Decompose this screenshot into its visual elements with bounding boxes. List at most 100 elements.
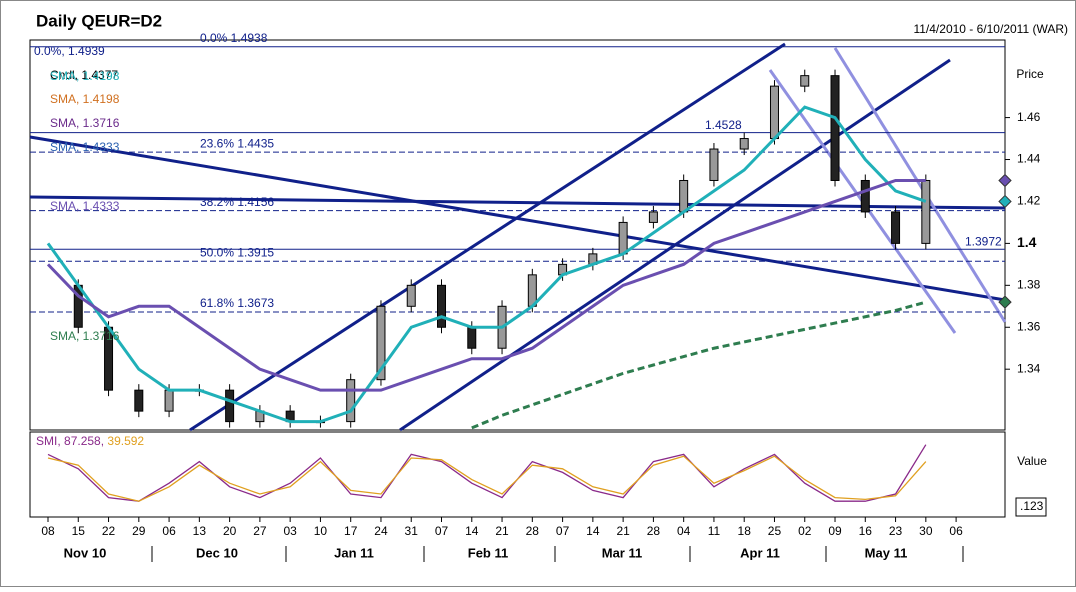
y-tick-label: 1.4 bbox=[1017, 234, 1037, 250]
month-label: Dec 10 bbox=[196, 545, 238, 560]
x-tick-label: 29 bbox=[132, 524, 146, 538]
candle bbox=[467, 326, 477, 349]
fib-label: 23.6% 1.4435 bbox=[200, 136, 274, 150]
candle bbox=[739, 138, 749, 150]
trend-line bbox=[399, 58, 951, 432]
x-tick-label: 13 bbox=[193, 524, 207, 538]
legend-entry: 0.0%, 1.4939 bbox=[34, 44, 105, 58]
x-tick-label: 08 bbox=[41, 524, 55, 538]
candle bbox=[134, 389, 144, 412]
candle bbox=[376, 305, 386, 381]
y-tick-label: 1.44 bbox=[1017, 152, 1041, 166]
fib-label: 0.0% 1.4938 bbox=[200, 31, 268, 45]
candle bbox=[225, 389, 235, 423]
x-tick-label: 20 bbox=[223, 524, 237, 538]
smi-panel bbox=[29, 431, 1006, 518]
x-tick-label: 14 bbox=[586, 524, 600, 538]
x-tick-label: 22 bbox=[102, 524, 116, 538]
x-tick-label: 21 bbox=[616, 524, 630, 538]
candle bbox=[406, 284, 416, 307]
trend-line bbox=[189, 42, 786, 432]
price-plot bbox=[30, 46, 1005, 430]
fib-label: 61.8% 1.3673 bbox=[200, 296, 274, 310]
y-tick-label: 1.34 bbox=[1017, 361, 1041, 375]
candle bbox=[891, 211, 901, 244]
smi-legend-part: SMI, bbox=[36, 434, 64, 448]
candle bbox=[921, 179, 931, 244]
x-tick-label: 28 bbox=[647, 524, 661, 538]
x-tick-label: 21 bbox=[495, 524, 509, 538]
candle bbox=[648, 211, 658, 223]
month-label: Mar 11 bbox=[602, 545, 642, 560]
legend-entry: SMA, 1.3716 bbox=[50, 329, 120, 343]
y-tick-label: 1.38 bbox=[1017, 277, 1041, 291]
series-line bbox=[46, 178, 926, 392]
trend-line bbox=[833, 47, 1007, 323]
smi-legend-part: 39.592 bbox=[107, 434, 144, 448]
candle bbox=[437, 284, 447, 328]
candle bbox=[800, 75, 810, 87]
x-tick-label: 03 bbox=[283, 524, 297, 538]
candle bbox=[830, 75, 840, 181]
legend-entry: Cndl, 1.4377 bbox=[50, 68, 118, 82]
smi-box bbox=[1015, 497, 1047, 517]
y-tick-label: 1.46 bbox=[1017, 110, 1041, 124]
smi-box-label: .123 bbox=[1020, 499, 1044, 513]
legend-entry: SMA, 1.3716 bbox=[50, 116, 120, 130]
y-tick-label: 1.36 bbox=[1017, 319, 1041, 333]
legend-entry: SMA, 1.4333 bbox=[50, 199, 120, 213]
x-tick-label: 25 bbox=[768, 524, 782, 538]
x-tick-label: 24 bbox=[374, 524, 388, 538]
price-label: 1.3972 bbox=[965, 234, 1002, 248]
x-tick-label: 10 bbox=[314, 524, 328, 538]
chart-title: Daily QEUR=D2 bbox=[36, 11, 162, 30]
x-tick-label: 06 bbox=[949, 524, 963, 538]
fib-label: 50.0% 1.3915 bbox=[200, 245, 274, 259]
candle bbox=[709, 148, 719, 181]
trend-line bbox=[29, 195, 1006, 210]
price-label: 1.4528 bbox=[705, 118, 742, 132]
legend-entry: SMA, 1.4198 bbox=[50, 92, 120, 106]
x-tick-label: 07 bbox=[435, 524, 449, 538]
month-label: Jan 11 bbox=[334, 545, 374, 560]
x-tick-label: 28 bbox=[526, 524, 540, 538]
last-value-marker bbox=[998, 173, 1012, 188]
last-value-marker bbox=[998, 194, 1012, 209]
x-tick-label: 17 bbox=[344, 524, 358, 538]
candle bbox=[164, 389, 174, 412]
candle bbox=[346, 379, 356, 423]
date-range: 11/4/2010 - 6/10/2011 (WAR) bbox=[913, 22, 1068, 36]
smi-legend-part: 87.258, bbox=[64, 434, 107, 448]
x-tick-label: 18 bbox=[738, 524, 752, 538]
series-line bbox=[471, 300, 927, 430]
series-line bbox=[47, 444, 927, 502]
x-tick-label: 27 bbox=[253, 524, 267, 538]
x-tick-label: 15 bbox=[72, 524, 86, 538]
candle bbox=[679, 179, 689, 213]
x-tick-label: 06 bbox=[162, 524, 176, 538]
legend-entry: SMA, 1.4333 bbox=[50, 140, 120, 154]
x-tick-label: 11 bbox=[708, 524, 721, 538]
legend-entry: SMA, 1.4198 bbox=[50, 69, 120, 83]
smi-axis-label: Value bbox=[1017, 454, 1047, 468]
x-tick-label: 30 bbox=[919, 524, 933, 538]
month-label: Apr 11 bbox=[740, 545, 780, 560]
series-line bbox=[47, 455, 927, 502]
y-tick-label: 1.42 bbox=[1017, 194, 1041, 208]
candle bbox=[860, 179, 870, 213]
x-tick-label: 14 bbox=[465, 524, 479, 538]
trend-lines bbox=[29, 42, 1007, 432]
x-tick-label: 23 bbox=[889, 524, 903, 538]
fib-label: 38.2% 1.4156 bbox=[200, 195, 274, 209]
x-tick-label: 16 bbox=[859, 524, 873, 538]
candle bbox=[769, 85, 779, 140]
month-label: Feb 11 bbox=[468, 545, 508, 560]
x-tick-label: 04 bbox=[677, 524, 691, 538]
price-panel bbox=[29, 39, 1006, 431]
last-value-marker bbox=[998, 295, 1012, 309]
series-line bbox=[46, 105, 927, 424]
x-tick-label: 02 bbox=[798, 524, 812, 538]
x-tick-label: 09 bbox=[828, 524, 842, 538]
candle bbox=[618, 221, 628, 255]
